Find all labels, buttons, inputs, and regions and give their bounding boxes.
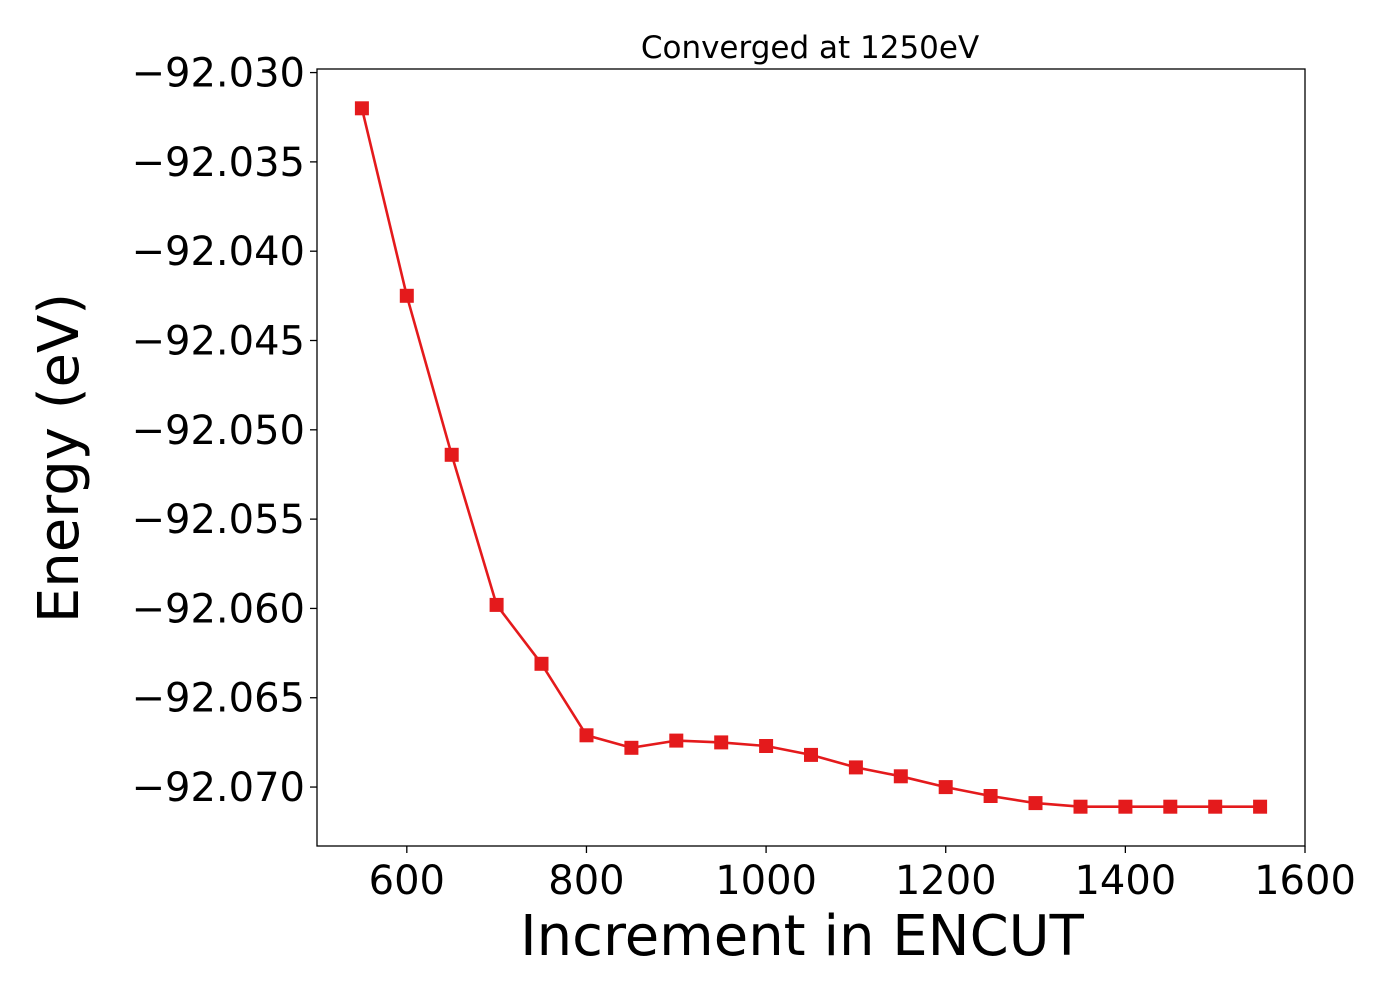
plot-title: Converged at 1250eV (641, 30, 979, 66)
data-point-marker (399, 288, 414, 303)
data-point-marker (759, 739, 774, 753)
data-point-marker (848, 760, 863, 775)
y-tick-label: −92.045 (132, 319, 305, 365)
x-tick-label: 1600 (1254, 858, 1356, 904)
data-point-marker (893, 769, 908, 784)
x-tick-label: 800 (548, 858, 624, 904)
y-tick-label: −92.070 (132, 765, 305, 811)
plot-frame (316, 68, 1306, 847)
x-tick-label: 600 (369, 858, 445, 904)
data-point-marker (1073, 799, 1088, 814)
y-tick-label: −92.060 (132, 586, 305, 632)
data-point-marker (579, 728, 594, 743)
data-point-marker (534, 656, 549, 671)
data-point-marker (1208, 799, 1223, 814)
data-point-marker (983, 789, 998, 803)
x-tick-label: 1000 (715, 858, 817, 904)
data-point-marker (1118, 799, 1133, 814)
y-tick-label: −92.050 (132, 408, 305, 454)
data-point-marker (489, 597, 504, 612)
y-tick-label: −92.030 (132, 51, 305, 97)
data-point-marker (444, 447, 459, 462)
x-tick-label: 1400 (1074, 858, 1176, 904)
y-tick-label: −92.065 (132, 676, 305, 722)
y-axis-title: Energy (eV) (27, 293, 92, 623)
data-point-marker (714, 735, 729, 750)
y-tick-label: −92.040 (132, 229, 305, 275)
y-tick-label: −92.035 (132, 140, 305, 186)
x-axis: 600 800 1000 1200 1400 1600 (369, 846, 1356, 904)
y-tick-label: −92.055 (132, 497, 305, 543)
data-point-marker (669, 733, 684, 748)
data-point-marker (1163, 799, 1178, 814)
data-point-marker (354, 101, 369, 116)
data-point-marker (624, 740, 639, 755)
y-axis: −92.030 −92.035 −92.040 −92.045 −92.050 −92.0… (132, 51, 317, 811)
data-point-marker (1028, 796, 1043, 811)
x-tick-label: 1200 (895, 858, 997, 904)
x-axis-title: Increment in ENCUT (520, 904, 1085, 969)
data-point-marker (938, 780, 953, 795)
plot-area (354, 101, 1268, 814)
data-point-marker (804, 747, 818, 762)
data-point-marker (1253, 799, 1268, 814)
